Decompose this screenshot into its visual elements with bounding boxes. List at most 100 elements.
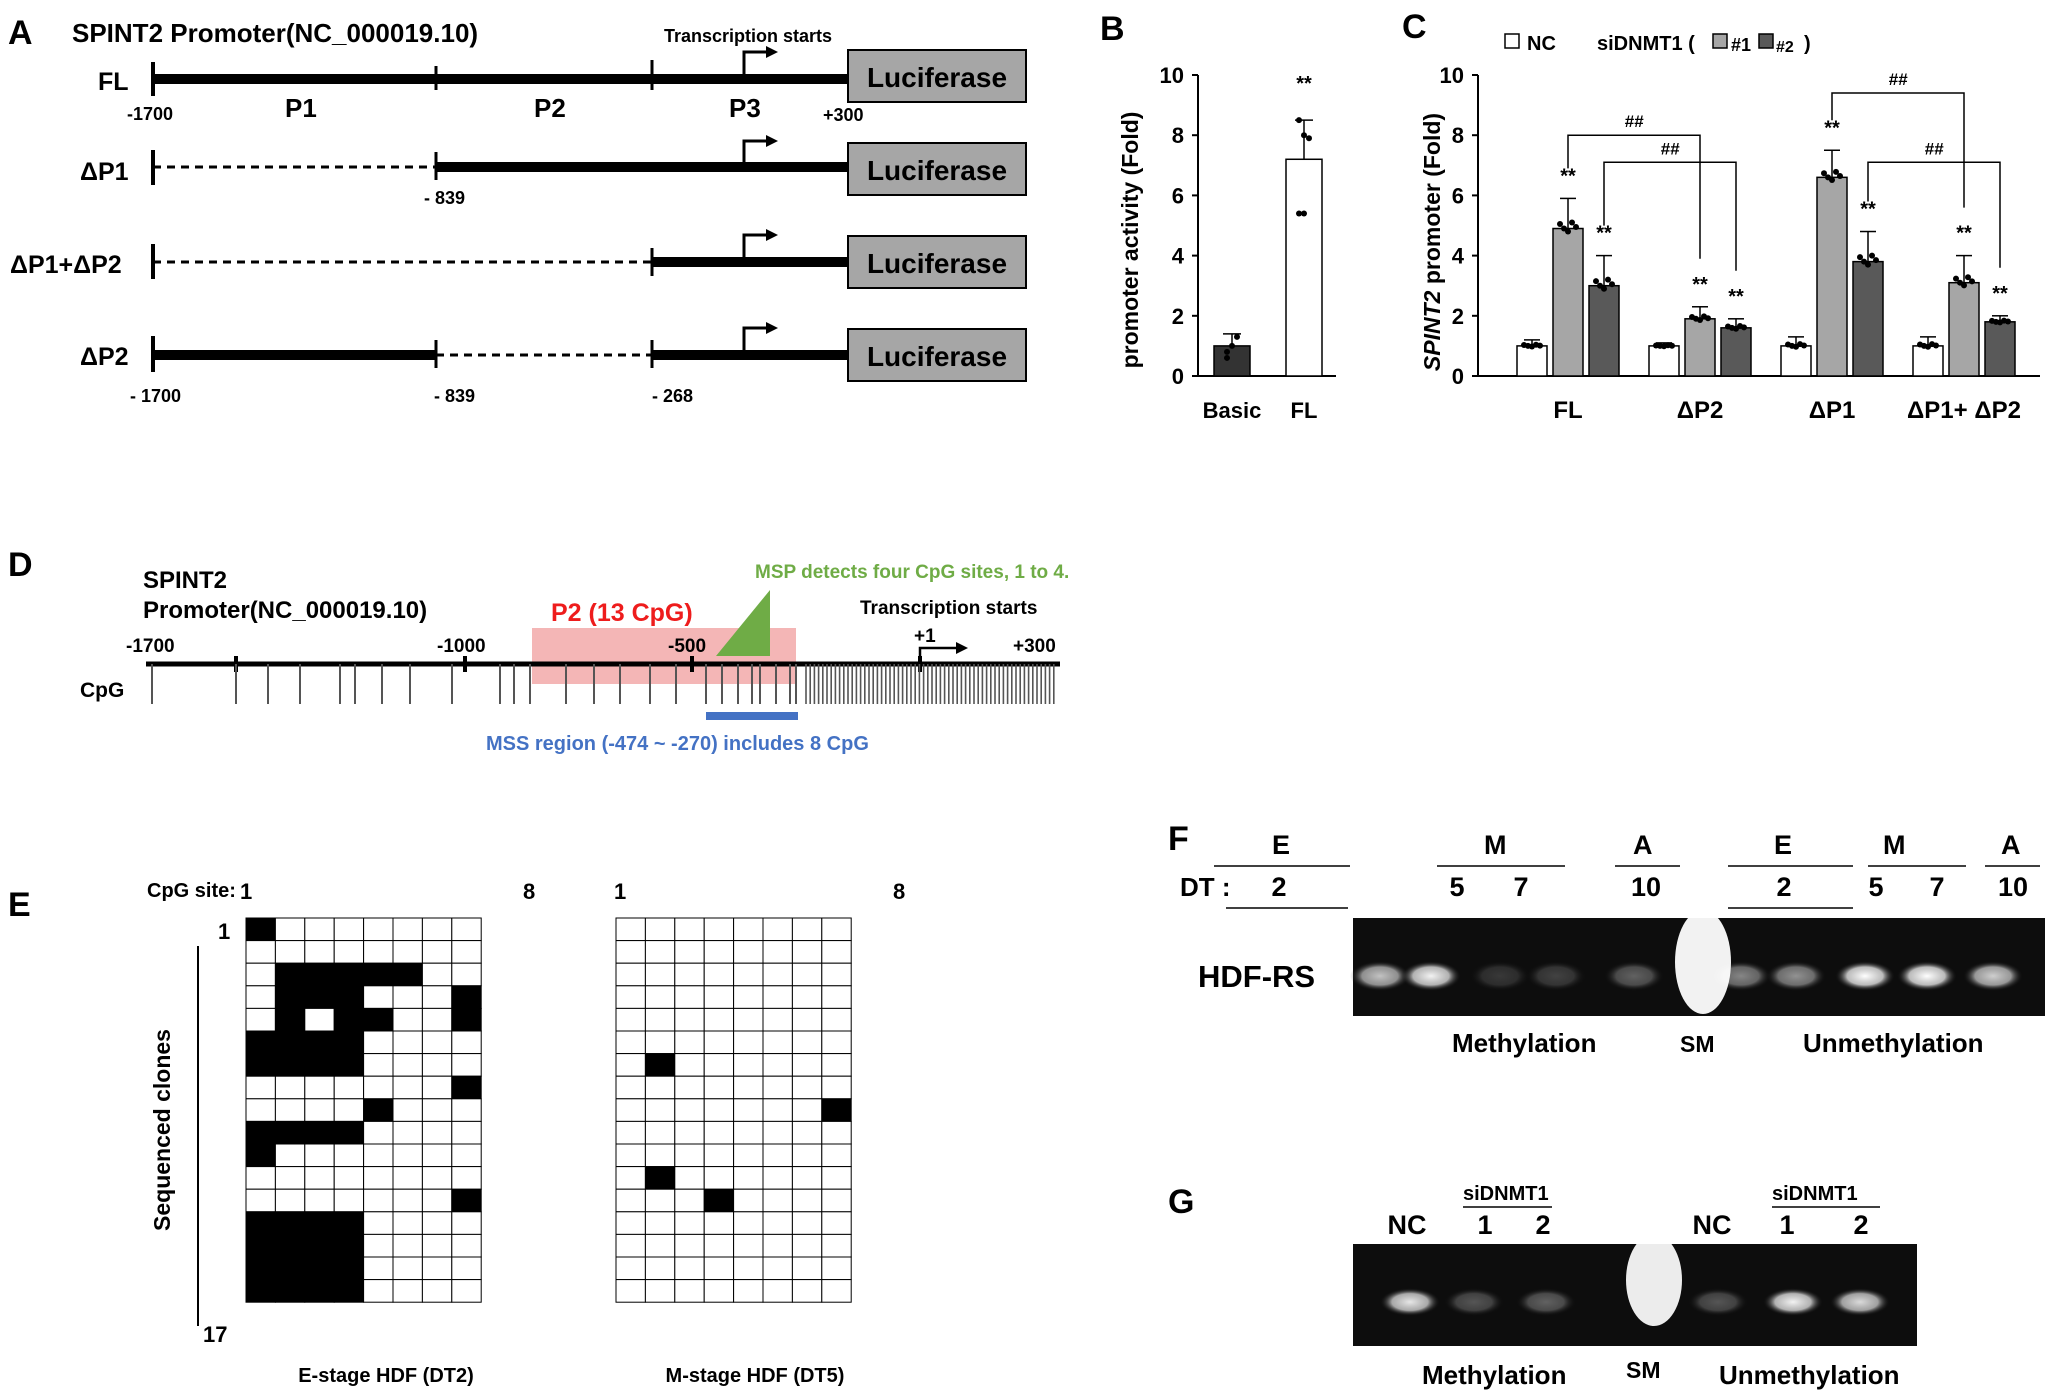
cpg-cell-unmethylated bbox=[421, 940, 453, 964]
cpg-cell-methylated bbox=[245, 1053, 276, 1077]
stage-e-label: E bbox=[1774, 830, 1792, 860]
cpg-cell-methylated bbox=[333, 1007, 365, 1032]
cpg-cell-unmethylated bbox=[421, 1120, 453, 1145]
cpg-cell-methylated bbox=[451, 1188, 482, 1213]
data-point bbox=[1821, 170, 1827, 177]
cpg-cell-unmethylated bbox=[363, 985, 394, 1009]
cpg-cell-unmethylated bbox=[821, 1143, 852, 1168]
legend-nc-swatch bbox=[1504, 33, 1520, 49]
grid-row-first: 1 bbox=[218, 919, 230, 944]
cpg-cell-unmethylated bbox=[615, 1098, 646, 1122]
cpg-cell-methylated bbox=[304, 962, 335, 987]
cpg-cell-unmethylated bbox=[733, 1120, 764, 1145]
construct-dp2-label: ΔP2 bbox=[80, 343, 129, 371]
data-point bbox=[1234, 333, 1240, 340]
cpg-cell-methylated bbox=[274, 1279, 306, 1303]
m-stage-caption: M-stage HDF (DT5) bbox=[666, 1365, 845, 1387]
gel-band bbox=[1516, 1288, 1576, 1316]
cpg-cell-unmethylated bbox=[363, 1256, 394, 1281]
cpg-cell-methylated bbox=[333, 962, 365, 987]
bar-#2 bbox=[1588, 284, 1620, 377]
cpg-cell-methylated bbox=[333, 1120, 365, 1145]
gel-band bbox=[1444, 1288, 1504, 1316]
panel-c-ylabel: SPINT2 promoter (Fold) bbox=[1419, 113, 1445, 371]
data-point bbox=[1741, 324, 1747, 331]
cpg-cell-methylated bbox=[304, 1279, 335, 1303]
cpg-cell-unmethylated bbox=[363, 1279, 394, 1303]
comparison-bracket bbox=[1867, 161, 2001, 268]
cpg-cell-unmethylated bbox=[451, 1120, 482, 1145]
data-point bbox=[1593, 278, 1599, 285]
stage-e-label: E bbox=[1272, 830, 1290, 860]
cpg-cell-unmethylated bbox=[615, 962, 646, 987]
cpg-cell-unmethylated bbox=[821, 1120, 852, 1145]
cpg-cell-unmethylated bbox=[421, 1030, 453, 1055]
bar-#1 bbox=[1948, 281, 1980, 377]
data-point bbox=[1837, 172, 1843, 179]
data-point bbox=[1801, 342, 1807, 349]
chart-b: 0 2 4 6 8 10 Basic FL ** bbox=[1160, 63, 1336, 423]
hash-marker: ## bbox=[1625, 112, 1644, 131]
cpg-cell-unmethylated bbox=[421, 1279, 453, 1303]
cpg-cell-unmethylated bbox=[421, 1211, 453, 1235]
cpg-cell-unmethylated bbox=[703, 985, 735, 1009]
cpg-cell-methylated bbox=[333, 1030, 365, 1055]
tick-label-1700: -1700 bbox=[126, 636, 175, 657]
bar-#1 bbox=[1552, 227, 1584, 377]
gel-band bbox=[1963, 961, 2023, 991]
cpg-cell-unmethylated bbox=[703, 940, 735, 964]
data-point bbox=[1224, 354, 1230, 361]
significance-marker: ** bbox=[1560, 165, 1576, 187]
cpg-cell-unmethylated bbox=[615, 1166, 646, 1190]
cpg-cell-unmethylated bbox=[674, 940, 705, 964]
comparison-bracket bbox=[1603, 161, 1737, 271]
region-p2-label: P2 bbox=[534, 93, 566, 123]
bar-#2 bbox=[1852, 260, 1884, 377]
cpg-cell-unmethylated bbox=[363, 1030, 394, 1055]
bar-basic bbox=[1213, 345, 1251, 377]
sidnmt1-group-label: siDNMT1 bbox=[1772, 1183, 1858, 1205]
data-point bbox=[1301, 210, 1307, 217]
cpg-cell-methylated bbox=[451, 1075, 482, 1100]
cpg-cell-unmethylated bbox=[644, 1098, 676, 1122]
cpg-cell-unmethylated bbox=[392, 1166, 423, 1190]
x-tick-label: Basic bbox=[1203, 398, 1262, 423]
y-tick-label: 6 bbox=[1452, 183, 1464, 208]
cpg-cell-unmethylated bbox=[791, 940, 823, 964]
cpg-cell-unmethylated bbox=[733, 1188, 764, 1213]
cpg-cell-unmethylated bbox=[733, 1211, 764, 1235]
cpg-cell-unmethylated bbox=[451, 1098, 482, 1122]
panel-d-tss-label: Transcription starts bbox=[860, 598, 1037, 619]
cpg-cell-unmethylated bbox=[421, 917, 453, 942]
lane-1-label: 1 bbox=[1477, 1210, 1492, 1240]
stage-a-label: A bbox=[2001, 830, 2021, 860]
data-point bbox=[1229, 342, 1235, 349]
cpg-cell-unmethylated bbox=[451, 1211, 482, 1235]
cpg-cell-unmethylated bbox=[421, 962, 453, 987]
tick-label-500: -500 bbox=[668, 636, 706, 657]
panel-d: D SPINT2 Promoter(NC_000019.10) P2 (13 C… bbox=[8, 546, 1069, 755]
cpg-cell-methylated bbox=[304, 985, 335, 1009]
cpg-cell-methylated bbox=[821, 1098, 852, 1122]
cpg-cell-unmethylated bbox=[674, 962, 705, 987]
cpg-cell-unmethylated bbox=[762, 917, 793, 942]
cpg-cell-unmethylated bbox=[674, 1188, 705, 1213]
legend-s1-label: #1 bbox=[1731, 35, 1751, 55]
cpg-cell-unmethylated bbox=[821, 1211, 852, 1235]
panel-c-ylabel-gene: SPINT2 bbox=[1419, 290, 1445, 371]
cpg-cell-unmethylated bbox=[821, 1166, 852, 1190]
cpg-cell-methylated bbox=[304, 1211, 335, 1235]
region-p3-label: P3 bbox=[729, 93, 761, 123]
cpg-cell-unmethylated bbox=[674, 1075, 705, 1100]
dp2-position-b: - 839 bbox=[434, 386, 475, 406]
cpg-cell-unmethylated bbox=[392, 1075, 423, 1100]
cpg-cell-unmethylated bbox=[703, 1120, 735, 1145]
cpg-cell-unmethylated bbox=[791, 1143, 823, 1168]
x-tick-label: ΔP1+ ΔP2 bbox=[1907, 397, 2021, 424]
cpg-cell-methylated bbox=[304, 1256, 335, 1281]
data-point bbox=[1697, 317, 1703, 324]
cpg-site-ticks bbox=[151, 664, 1055, 704]
bar-#2 bbox=[1720, 327, 1752, 377]
cpg-cell-unmethylated bbox=[821, 1256, 852, 1281]
cpg-cell-unmethylated bbox=[333, 1166, 365, 1190]
